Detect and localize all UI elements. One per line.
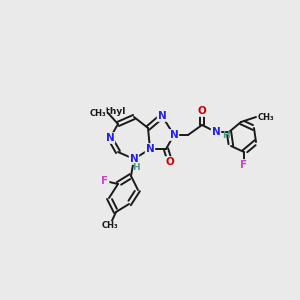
Text: CH₃: CH₃ [258, 112, 274, 122]
Text: O: O [198, 106, 206, 116]
Text: CH₃: CH₃ [102, 221, 118, 230]
Text: O: O [166, 157, 174, 167]
Text: N: N [130, 154, 138, 164]
Text: F: F [101, 176, 109, 186]
Text: N: N [212, 127, 220, 137]
Text: H: H [132, 163, 140, 172]
Text: N: N [106, 133, 114, 143]
Text: F: F [240, 160, 247, 170]
Text: N: N [169, 130, 178, 140]
Text: N: N [158, 111, 166, 121]
Text: N: N [146, 144, 154, 154]
Text: H: H [222, 131, 230, 140]
Text: methyl: methyl [90, 107, 126, 116]
Text: CH₃: CH₃ [89, 109, 106, 118]
